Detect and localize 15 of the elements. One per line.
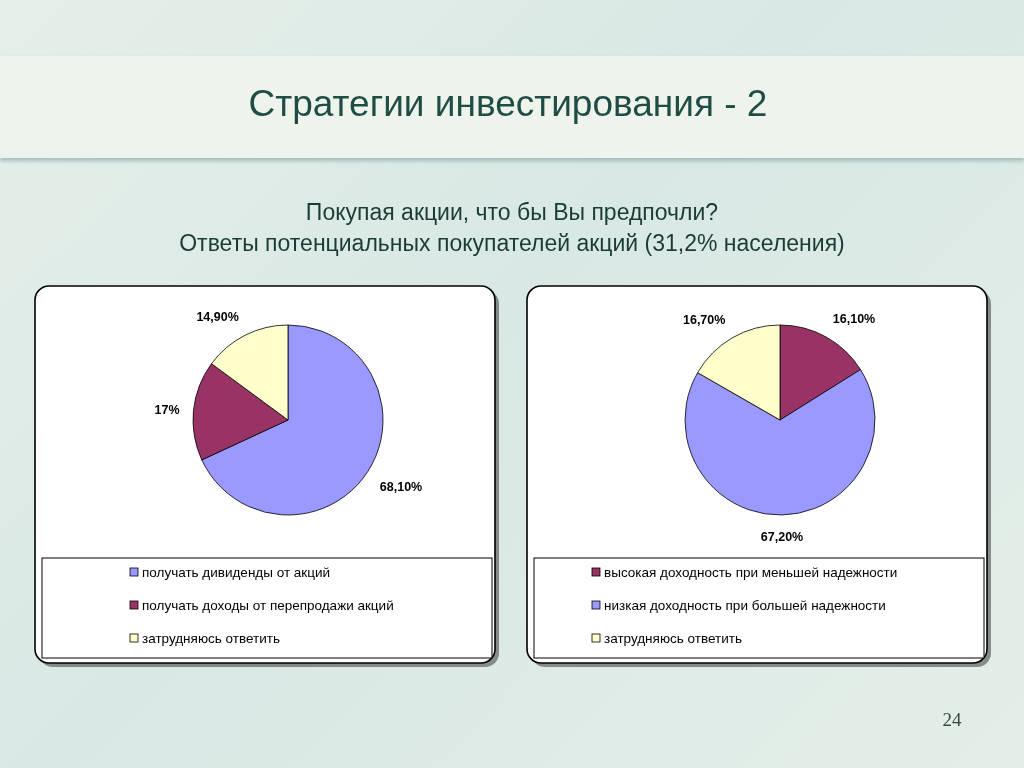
data-label: 16,10% <box>832 311 876 326</box>
data-label: 68,10% <box>379 479 423 494</box>
legend-label: затрудняюсь ответить <box>604 631 742 646</box>
data-label: 17% <box>154 403 180 418</box>
legend-label: низкая доходность при большей надежности <box>604 598 886 613</box>
legend-label: получать дивиденды от акций <box>142 565 331 580</box>
data-label: 16,70% <box>682 312 726 327</box>
legend-label: получать доходы от перепродажи акций <box>142 598 394 613</box>
text: 24 <box>942 709 962 730</box>
legend-label: затрудняюсь ответить <box>142 631 280 646</box>
text: Стратегии инвестирования - 2 <box>248 83 768 124</box>
data-label: 14,90% <box>196 309 239 324</box>
data-label: 67,20% <box>760 529 804 544</box>
legend-label: высокая доходность при меньшей надежности <box>604 565 898 580</box>
text: Покупая акции, что бы Вы предпочли? Ответы потенциальных покупателей акций (31,2% населения) <box>179 199 845 256</box>
